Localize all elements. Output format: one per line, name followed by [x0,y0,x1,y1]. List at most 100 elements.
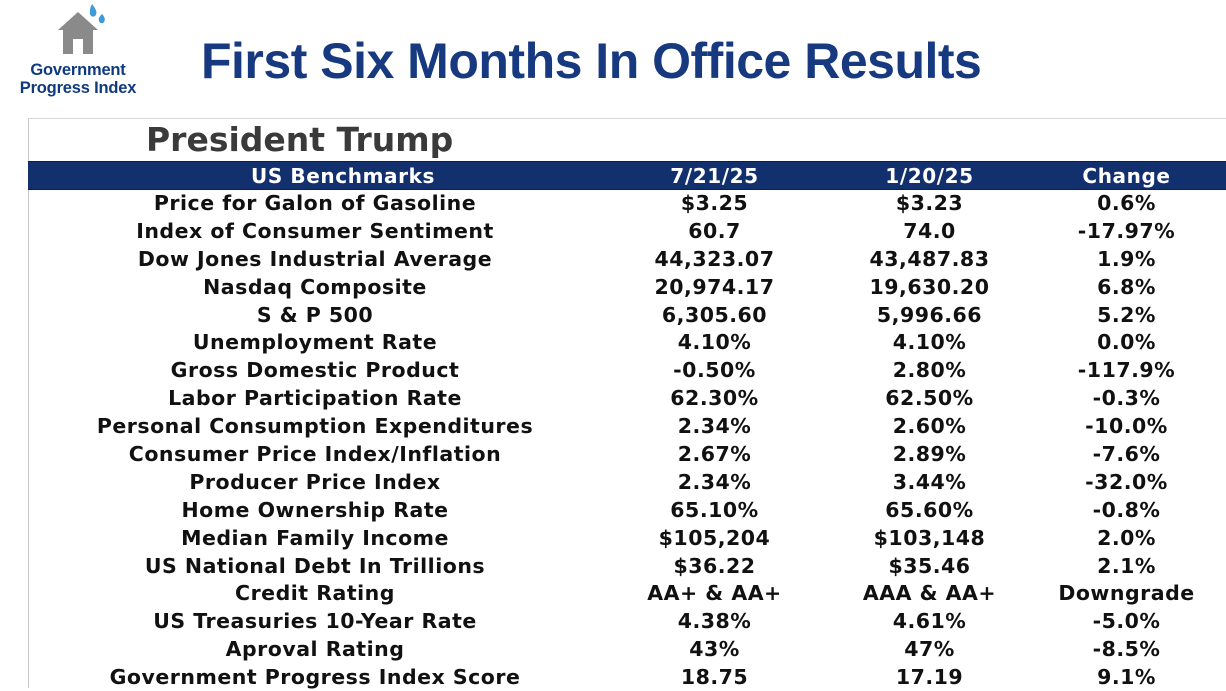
table-row: Home Ownership Rate 65.10% 65.60% -0.8% [0,496,1226,524]
page-title: First Six Months In Office Results [201,33,982,89]
value-current: 43% [689,637,740,662]
value-change: 5.2% [1097,302,1156,327]
table-row: Producer Price Index 2.34% 3.44% -32.0% [0,468,1226,496]
value-start: 62.50% [885,386,974,411]
value-change: -17.97% [1077,218,1176,243]
value-start: 3.44% [892,469,967,494]
value-current: 2.34% [677,469,752,494]
value-change: -32.0% [1085,469,1168,494]
benchmark-name: Consumer Price Index/Inflation [128,442,502,467]
value-current: 4.10% [677,330,752,355]
value-start: 2.89% [892,442,967,467]
value-start: 17.19 [895,665,964,690]
value-start: 19,630.20 [869,274,990,299]
table-row: Price for Galon of Gasoline $3.25 $3.23 … [0,189,1226,217]
table-row: Government Progress Index Score 18.75 17… [0,663,1226,691]
table-row: Consumer Price Index/Inflation 2.67% 2.8… [0,440,1226,468]
value-change: -7.6% [1092,442,1161,467]
table-row: Labor Participation Rate 62.30% 62.50% -… [0,384,1226,412]
value-start: 74.0 [903,218,956,243]
logo-wordmark: Government Progress Index [0,61,156,97]
table-row: Median Family Income $105,204 $103,148 2… [0,524,1226,552]
frame-top-border [28,118,1226,119]
house-icon [58,4,105,54]
value-start: 47% [904,637,955,662]
value-current: $105,204 [658,525,771,550]
value-change: -0.3% [1092,386,1161,411]
benchmark-name: Home Ownership Rate [181,497,449,522]
table-row: Dow Jones Industrial Average 44,323.07 4… [0,245,1226,273]
table-row: Credit Rating AA+ & AA+ AAA & AA+ Downgr… [0,579,1226,607]
value-change: -5.0% [1092,609,1161,634]
table-row: Gross Domestic Product -0.50% 2.80% -117… [0,356,1226,384]
header-change: Change [1082,164,1171,188]
value-change: 1.9% [1097,246,1156,271]
benchmark-name: Gross Domestic Product [170,358,460,383]
value-current: 4.38% [677,609,752,634]
table-row: Index of Consumer Sentiment 60.7 74.0 -1… [0,217,1226,245]
benchmark-name: Index of Consumer Sentiment [136,218,494,243]
benchmark-name: Nasdaq Composite [203,274,427,299]
value-start: 5,996.66 [876,302,983,327]
value-start: 2.80% [892,358,967,383]
value-change: 9.1% [1097,665,1156,690]
benchmark-name: Personal Consumption Expenditures [96,414,534,439]
logo-line-2: Progress Index [19,79,137,97]
value-change: 6.8% [1097,274,1156,299]
value-start: 4.10% [892,330,967,355]
value-change: 2.1% [1097,553,1156,578]
value-start: $35.46 [888,553,971,578]
value-change: -8.5% [1092,637,1161,662]
benchmark-name: Median Family Income [181,525,449,550]
value-start: 4.61% [892,609,967,634]
benchmark-name: S & P 500 [256,302,374,327]
table-header: US Benchmarks 7/21/25 1/20/25 Change [28,161,1226,190]
benchmark-name: Credit Rating [235,581,395,606]
benchmark-name: Labor Participation Rate [168,386,462,411]
value-current: 65.10% [670,497,759,522]
value-start: AAA & AA+ [862,581,997,606]
table-row: US National Debt In Trillions $36.22 $35… [0,552,1226,580]
table-subtitle: President Trump [146,120,454,159]
frame-left-border [28,118,29,688]
header-benchmarks: US Benchmarks [251,164,435,188]
value-current: $3.25 [680,191,749,215]
benchmark-name: Government Progress Index Score [109,665,521,690]
value-change: 2.0% [1097,525,1156,550]
benchmark-name: Price for Galon of Gasoline [153,191,477,215]
value-start: $103,148 [873,525,986,550]
value-change: -0.8% [1092,497,1161,522]
value-start: 65.60% [885,497,974,522]
table-row: Nasdaq Composite 20,974.17 19,630.20 6.8… [0,273,1226,301]
value-current: 2.34% [677,414,752,439]
table-row: Personal Consumption Expenditures 2.34% … [0,412,1226,440]
benchmark-name: Producer Price Index [189,469,441,494]
value-change: Downgrade [1058,581,1195,606]
table-row: S & P 500 6,305.60 5,996.66 5.2% [0,301,1226,329]
value-start: $3.23 [895,191,964,215]
value-current: -0.50% [673,358,756,383]
value-change: -117.9% [1077,358,1176,383]
table-body: Price for Galon of Gasoline $3.25 $3.23 … [0,189,1226,691]
header-date-start: 1/20/25 [885,164,974,188]
table-row: Unemployment Rate 4.10% 4.10% 0.0% [0,328,1226,356]
value-start: 2.60% [892,414,967,439]
value-current: 62.30% [670,386,759,411]
value-change: 0.0% [1097,330,1156,355]
value-current: 20,974.17 [654,274,775,299]
value-current: 6,305.60 [661,302,768,327]
value-start: 43,487.83 [869,246,990,271]
value-current: 2.67% [677,442,752,467]
header-date-current: 7/21/25 [670,164,759,188]
benchmark-name: Unemployment Rate [192,330,438,355]
benchmark-name: Dow Jones Industrial Average [137,246,493,271]
table-row: US Treasuries 10-Year Rate 4.38% 4.61% -… [0,607,1226,635]
value-change: 0.6% [1097,191,1156,215]
benchmark-name: US Treasuries 10-Year Rate [153,609,477,634]
value-current: 44,323.07 [654,246,775,271]
logo-line-1: Government [30,61,126,79]
value-change: -10.0% [1085,414,1168,439]
value-current: 18.75 [680,665,749,690]
benchmark-name: US National Debt In Trillions [144,553,486,578]
benchmark-name: Aproval Rating [225,637,405,662]
